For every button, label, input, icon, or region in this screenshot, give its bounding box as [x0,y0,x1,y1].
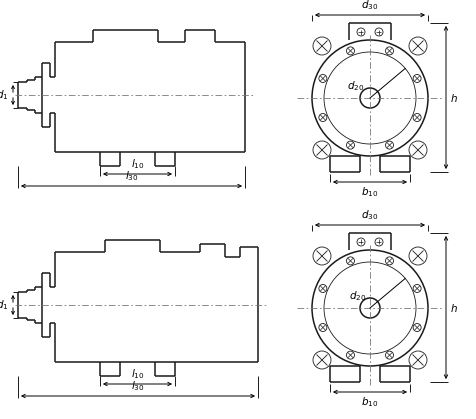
Text: $b_{10}$: $b_{10}$ [361,395,378,409]
Text: $d_1$: $d_1$ [0,88,9,102]
Text: $l_{10}$: $l_{10}$ [130,157,144,171]
Text: $l_{10}$: $l_{10}$ [130,367,144,381]
Text: $d_{30}$: $d_{30}$ [361,208,378,222]
Text: $h$: $h$ [449,91,457,103]
Text: $l_{30}$: $l_{30}$ [131,379,145,393]
Text: $d_{20}$: $d_{20}$ [347,79,364,93]
Text: $d_{30}$: $d_{30}$ [361,0,378,12]
Text: $d_{20}$: $d_{20}$ [348,289,366,303]
Text: $b_{10}$: $b_{10}$ [361,185,378,199]
Text: $d_1$: $d_1$ [0,298,9,312]
Text: $h$: $h$ [449,302,457,313]
Text: $l_{30}$: $l_{30}$ [124,169,138,183]
